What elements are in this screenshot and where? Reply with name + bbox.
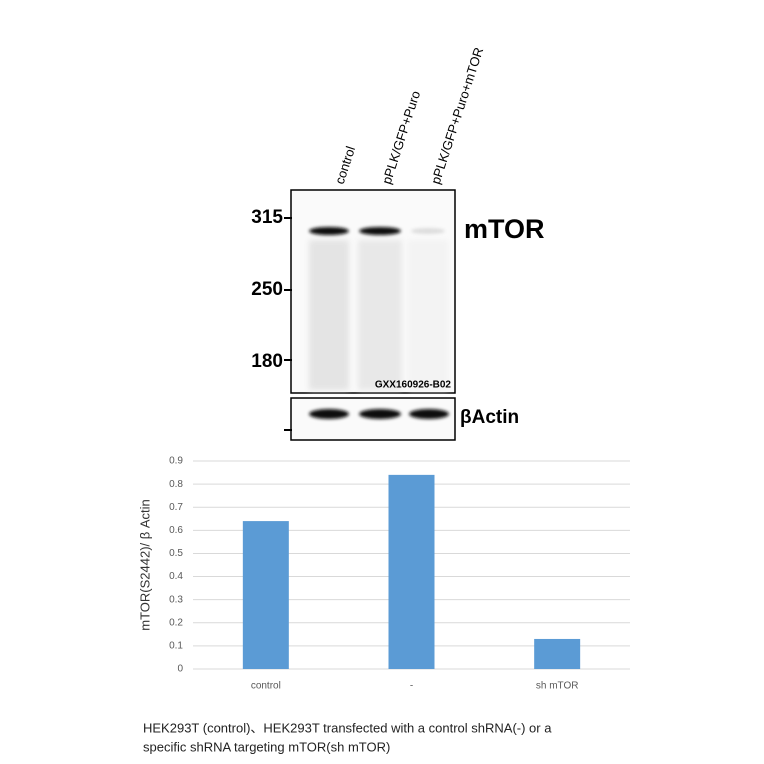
lane-label: pPLK/GFP+Puro: [379, 89, 423, 186]
bar: [388, 474, 435, 669]
y-tick-label: 0.3: [169, 594, 183, 605]
y-tick-label: 0.9: [169, 456, 183, 467]
y-tick-label: 0.5: [169, 548, 183, 559]
lane-smear: [408, 240, 448, 390]
bar: [242, 521, 289, 669]
marker-label: 180: [251, 351, 283, 372]
y-tick-label: 0.2: [169, 617, 183, 628]
y-axis-title: mTOR(S2442)/ β Actin: [137, 499, 152, 631]
y-tick-label: 0: [177, 664, 183, 675]
y-tick-label: 0.1: [169, 641, 183, 652]
lane-label: control: [332, 144, 358, 186]
target-label: mTOR: [464, 214, 545, 244]
band: [309, 227, 349, 235]
y-tick-label: 0.7: [169, 502, 183, 513]
lot-label: GXX160926-B02: [375, 380, 452, 391]
bar-chart: mTOR(S2442)/ β Actin 0 0.1 0.2 0.3 0.4 0.5 0.6…: [137, 456, 630, 692]
blot: 315 250 180 control pPLK/GFP+Puro pPLK/G…: [251, 46, 545, 441]
bar: [534, 638, 581, 669]
band: [359, 227, 401, 235]
marker-label: 315: [251, 207, 283, 228]
y-tick-label: 0.8: [169, 479, 183, 490]
lane-smear: [358, 240, 402, 390]
control-label: βActin: [460, 407, 519, 428]
x-tick-label: control: [251, 681, 281, 692]
caption-line: HEK293T (control)、HEK293T transfected wi…: [143, 720, 552, 735]
x-tick-label: -: [410, 681, 413, 692]
band: [409, 409, 449, 419]
caption-line: specific shRNA targeting mTOR(sh mTOR): [143, 739, 390, 754]
lane-smear: [309, 240, 349, 390]
marker-label: 250: [251, 279, 283, 300]
y-tick-label: 0.4: [169, 571, 183, 582]
band: [411, 228, 445, 234]
y-tick-label: 0.6: [169, 525, 183, 536]
actin-frame: [290, 397, 456, 441]
x-tick-label: sh mTOR: [536, 681, 579, 692]
band: [309, 409, 349, 419]
band: [359, 409, 401, 419]
lane-label: pPLK/GFP+Puro+mTOR: [428, 46, 486, 186]
